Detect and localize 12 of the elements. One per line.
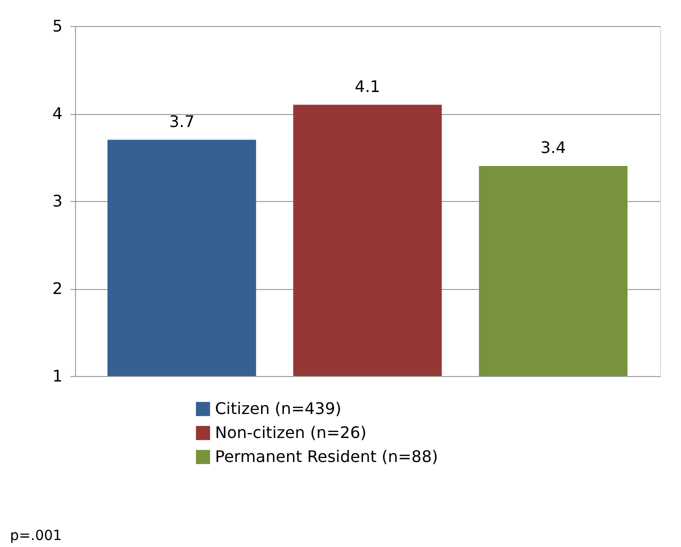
legend-label: Non-citizen (n=26) (215, 423, 366, 442)
legend-label: Citizen (n=439) (215, 399, 342, 418)
data-label: 3.4 (540, 138, 566, 157)
y-tick-label: 5 (52, 16, 62, 36)
data-label: 3.7 (169, 112, 195, 131)
y-tick-label: 4 (52, 104, 62, 123)
y-tick-label: 1 (52, 366, 62, 386)
legend-label: Permanent Resident (n=88) (215, 447, 438, 466)
data-label: 4.1 (354, 76, 380, 96)
text: p=.001 (10, 528, 62, 544)
y-tick-label: 2 (52, 279, 62, 298)
y-tick-label: 3 (52, 192, 62, 210)
